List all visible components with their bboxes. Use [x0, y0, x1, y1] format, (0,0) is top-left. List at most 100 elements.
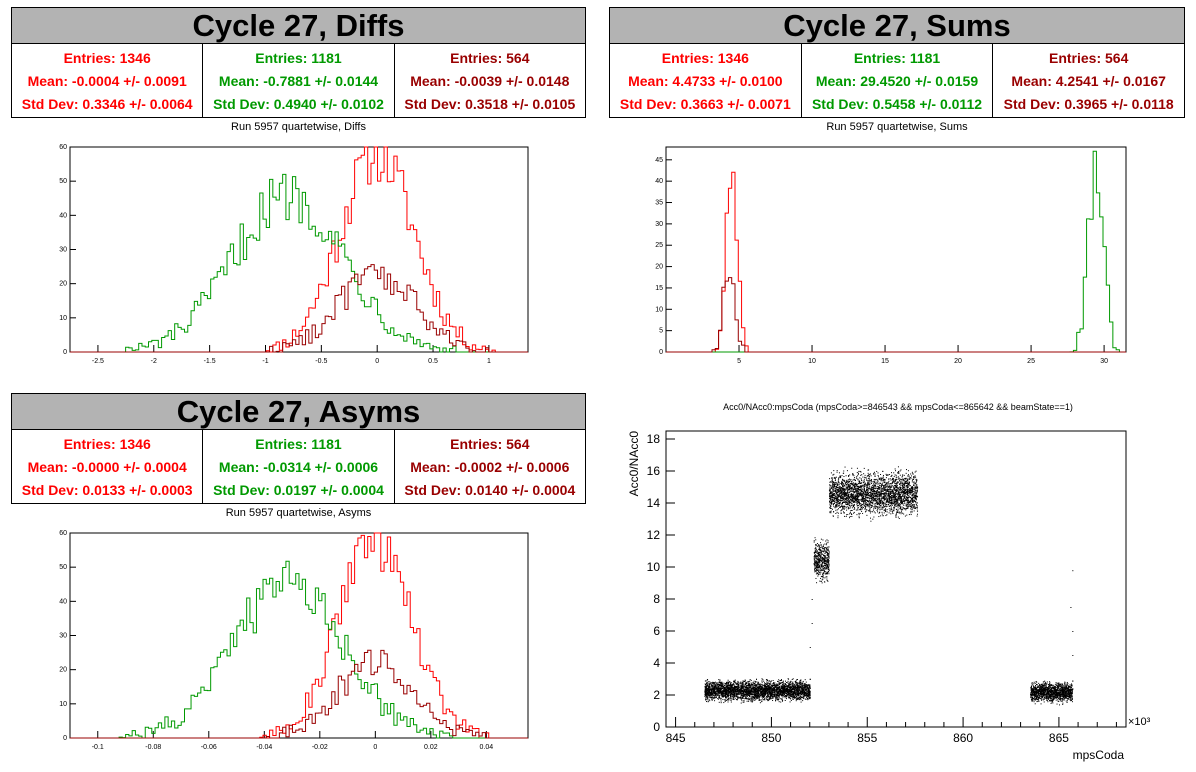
scatter-point: [1072, 631, 1074, 632]
y-tick-label: 40: [59, 212, 67, 219]
y-tick-label: 2: [653, 688, 660, 702]
y-tick-label: 10: [655, 306, 663, 313]
x-tick-label: 0: [373, 744, 377, 751]
x-tick-label: -0.08: [145, 744, 161, 751]
scatter-point: [811, 623, 813, 624]
scatter-title: Acc0/NAcc0:mpsCoda (mpsCoda>=846543 && m…: [723, 402, 1073, 412]
asyms-banner: Cycle 27, Asyms: [11, 393, 586, 430]
scatter-point: [1070, 607, 1072, 608]
histogram-series-2: [70, 173, 528, 353]
y-tick-label: 60: [59, 144, 67, 151]
stat-entries: Entries: 1181: [255, 49, 342, 66]
x-tick-label: 850: [761, 731, 781, 745]
stat-col-series1: Entries: 1346 Mean: -0.0000 +/- 0.0004 S…: [12, 430, 204, 503]
sums-banner: Cycle 27, Sums: [609, 7, 1185, 44]
y-tick-label: 4: [653, 656, 660, 670]
y-tick-label: 20: [59, 667, 67, 674]
stat-col-series1: Entries: 1346 Mean: -0.0004 +/- 0.0091 S…: [12, 44, 204, 117]
y-tick-label: 15: [655, 285, 663, 292]
plot-frame: [69, 146, 529, 353]
stat-entries: Entries: 564: [1048, 49, 1129, 66]
x-tick-label: 860: [953, 731, 973, 745]
stat-entries: Entries: 1181: [255, 435, 342, 452]
y-tick-label: 50: [59, 178, 67, 185]
stat-mean: Mean: 4.4733 +/- 0.0100: [628, 72, 783, 89]
stat-std: Std Dev: 0.0140 +/- 0.0004: [404, 481, 576, 498]
y-tick-label: 30: [59, 633, 67, 640]
sums-stats-box: Entries: 1346 Mean: 4.4733 +/- 0.0100 St…: [609, 44, 1185, 118]
y-tick-label: 35: [655, 200, 663, 207]
histogram-series-1: [666, 171, 1126, 353]
stat-mean: Mean: -0.7881 +/- 0.0144: [218, 72, 379, 89]
y-tick-label: 0: [659, 349, 663, 356]
x-tick-label: 865: [1049, 731, 1069, 745]
histogram-series-2: [70, 560, 528, 739]
stat-col-series3: Entries: 564 Mean: -0.0039 +/- 0.0148 St…: [395, 44, 585, 117]
x-tick-label: 1: [487, 358, 491, 365]
diffs-subtitle: Run 5957 quartetwise, Diffs: [231, 121, 366, 133]
y-tick-label: 10: [59, 315, 67, 322]
x-tick-label: 15: [881, 358, 889, 365]
y-tick-label: 40: [655, 178, 663, 185]
y-axis-label: Acc0/NAcc0: [627, 431, 641, 497]
stat-entries: Entries: 564: [450, 435, 530, 452]
stat-std: Std Dev: 0.4940 +/- 0.0102: [213, 95, 384, 112]
scatter-point: [1072, 570, 1074, 572]
stat-mean: Mean: -0.0314 +/- 0.0006: [218, 458, 379, 475]
scatter-plot: 0 2 4 6 8 10 12 14 16 18 845 850 855 860 865 ×10³ mpsCod…: [627, 430, 1151, 762]
asyms-stats-box: Entries: 1346 Mean: -0.0000 +/- 0.0004 S…: [11, 430, 586, 504]
y-tick-label: 0: [63, 349, 67, 356]
x-tick-label: 845: [666, 731, 686, 745]
x-tick-label: -0.1: [92, 744, 104, 751]
y-tick-label: 12: [647, 528, 661, 542]
y-tick-label: 40: [59, 598, 67, 605]
stat-col-series2: Entries: 1181 Mean: -0.7881 +/- 0.0144 S…: [203, 44, 395, 117]
x-tick-label: 0: [375, 358, 379, 365]
stat-entries: Entries: 1346: [63, 49, 151, 66]
x-multiplier: ×10³: [1128, 716, 1151, 728]
x-tick-label: -1.5: [204, 358, 216, 365]
histogram-series-3: [666, 277, 1126, 353]
x-axis-label: mpsCoda: [1073, 748, 1125, 762]
y-tick-label: 30: [655, 221, 663, 228]
scatter-point: [1072, 655, 1074, 656]
sums-subtitle: Run 5957 quartetwise, Sums: [826, 121, 968, 133]
stat-std: Std Dev: 0.3663 +/- 0.0071: [619, 95, 791, 112]
y-tick-label: 10: [647, 560, 661, 574]
y-tick-label: 14: [647, 496, 661, 510]
plot-frame: [665, 430, 1127, 728]
y-tick-label: 0: [653, 720, 660, 734]
stat-entries: Entries: 564: [450, 49, 530, 66]
stat-std: Std Dev: 0.3346 +/- 0.0064: [21, 95, 193, 112]
stat-mean: Mean: -0.0004 +/- 0.0091: [27, 72, 187, 89]
diffs-histogram: 0 10 20 30 40 50 60 -2.5 -2 -1.5 -1 -0.5 0 0.5 1: [59, 144, 529, 365]
y-tick-label: 0: [63, 735, 67, 742]
histogram-series-1: [70, 146, 528, 353]
stat-col-series1: Entries: 1346 Mean: 4.4733 +/- 0.0100 St…: [610, 44, 802, 117]
x-tick-label: 20: [954, 358, 962, 365]
x-tick-label: -2.5: [92, 358, 104, 365]
y-tick-label: 16: [647, 464, 661, 478]
scatter-point: [811, 599, 813, 600]
stat-std: Std Dev: 0.0133 +/- 0.0003: [21, 481, 193, 498]
x-tick-label: 0.04: [480, 744, 494, 751]
stat-mean: Mean: -0.0000 +/- 0.0004: [27, 458, 187, 475]
y-tick-label: 6: [653, 624, 660, 638]
x-tick-label: -1: [262, 358, 268, 365]
y-tick-label: 20: [655, 264, 663, 271]
x-tick-label: -0.5: [315, 358, 327, 365]
y-tick-label: 8: [653, 592, 660, 606]
y-tick-label: 30: [59, 247, 67, 254]
stat-col-series2: Entries: 1181 Mean: -0.0314 +/- 0.0006 S…: [203, 430, 395, 503]
stat-entries: Entries: 1346: [661, 49, 749, 66]
scatter-point: [809, 647, 811, 648]
stat-col-series3: Entries: 564 Mean: 4.2541 +/- 0.0167 Std…: [993, 44, 1184, 117]
asyms-subtitle: Run 5957 quartetwise, Asyms: [225, 507, 372, 519]
stat-std: Std Dev: 0.3965 +/- 0.0118: [1003, 95, 1174, 112]
y-tick-label: 5: [659, 328, 663, 335]
x-tick-label: 30: [1100, 358, 1108, 365]
x-tick-label: 0.02: [424, 744, 438, 751]
x-tick-label: -0.06: [201, 744, 217, 751]
stat-col-series3: Entries: 564 Mean: -0.0002 +/- 0.0006 St…: [395, 430, 585, 503]
stat-entries: Entries: 1346: [63, 435, 151, 452]
